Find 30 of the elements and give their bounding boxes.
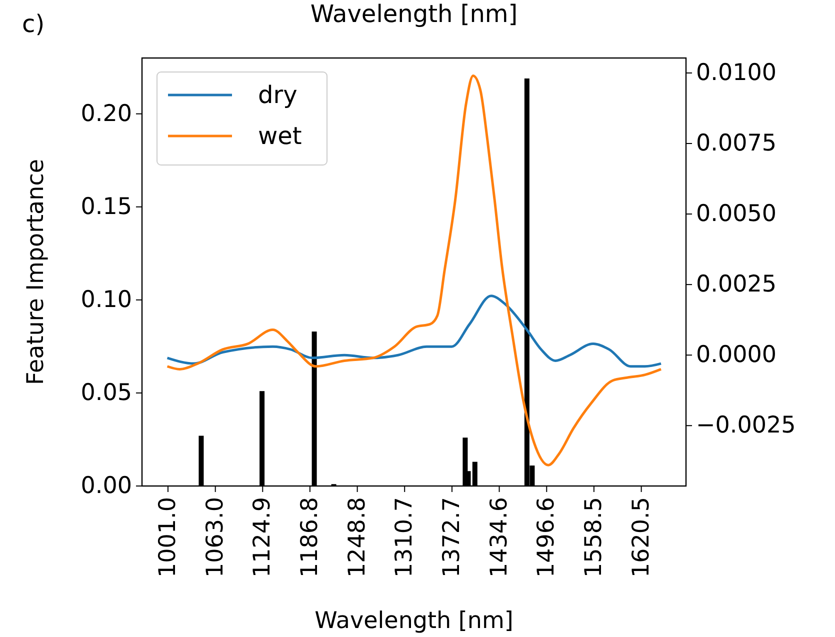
line-series [166,74,662,466]
y2-tick-label: −0.0025 [696,412,796,439]
y-tick-label: 0.20 [80,100,132,127]
x-tick-label: 1496.6 [534,497,560,578]
x-tick-label: 1620.5 [628,497,654,578]
y-tick-label: 0.05 [80,380,132,406]
x-tick-label: 1063.0 [202,497,228,578]
x-tick-label: 1186.8 [296,497,323,578]
line-series [166,294,662,368]
text: Wavelength [nm] [310,0,518,28]
x-tick-label: 1558.5 [580,497,607,578]
legend-label: wet [258,122,302,150]
x-tick-label: 1434.6 [486,497,512,578]
y2-tick-label: 0.0100 [696,60,776,86]
legend-label: dry [258,81,298,109]
text: c) [22,10,45,38]
x-tick-label: 1372.7 [438,497,465,578]
x-tick-label: 1248.8 [344,497,370,578]
x-tick-label: 1001.0 [154,497,181,578]
x-axis-title: Wavelength [nm] [314,608,514,634]
y2-tick-label: 0.0050 [696,201,776,228]
y2-tick-label: 0.0025 [696,272,776,298]
y-tick-label: 0.00 [80,473,132,499]
y-axis-title: Feature Importance [23,158,49,386]
y-tick-label: 0.10 [80,286,132,313]
y-tick-label: 0.15 [80,194,132,220]
y2-tick-label: 0.0000 [696,342,776,368]
y2-tick-label: 0.0075 [696,130,776,156]
x-tick-label: 1124.9 [250,497,276,578]
x-tick-label: 1310.7 [392,497,418,578]
